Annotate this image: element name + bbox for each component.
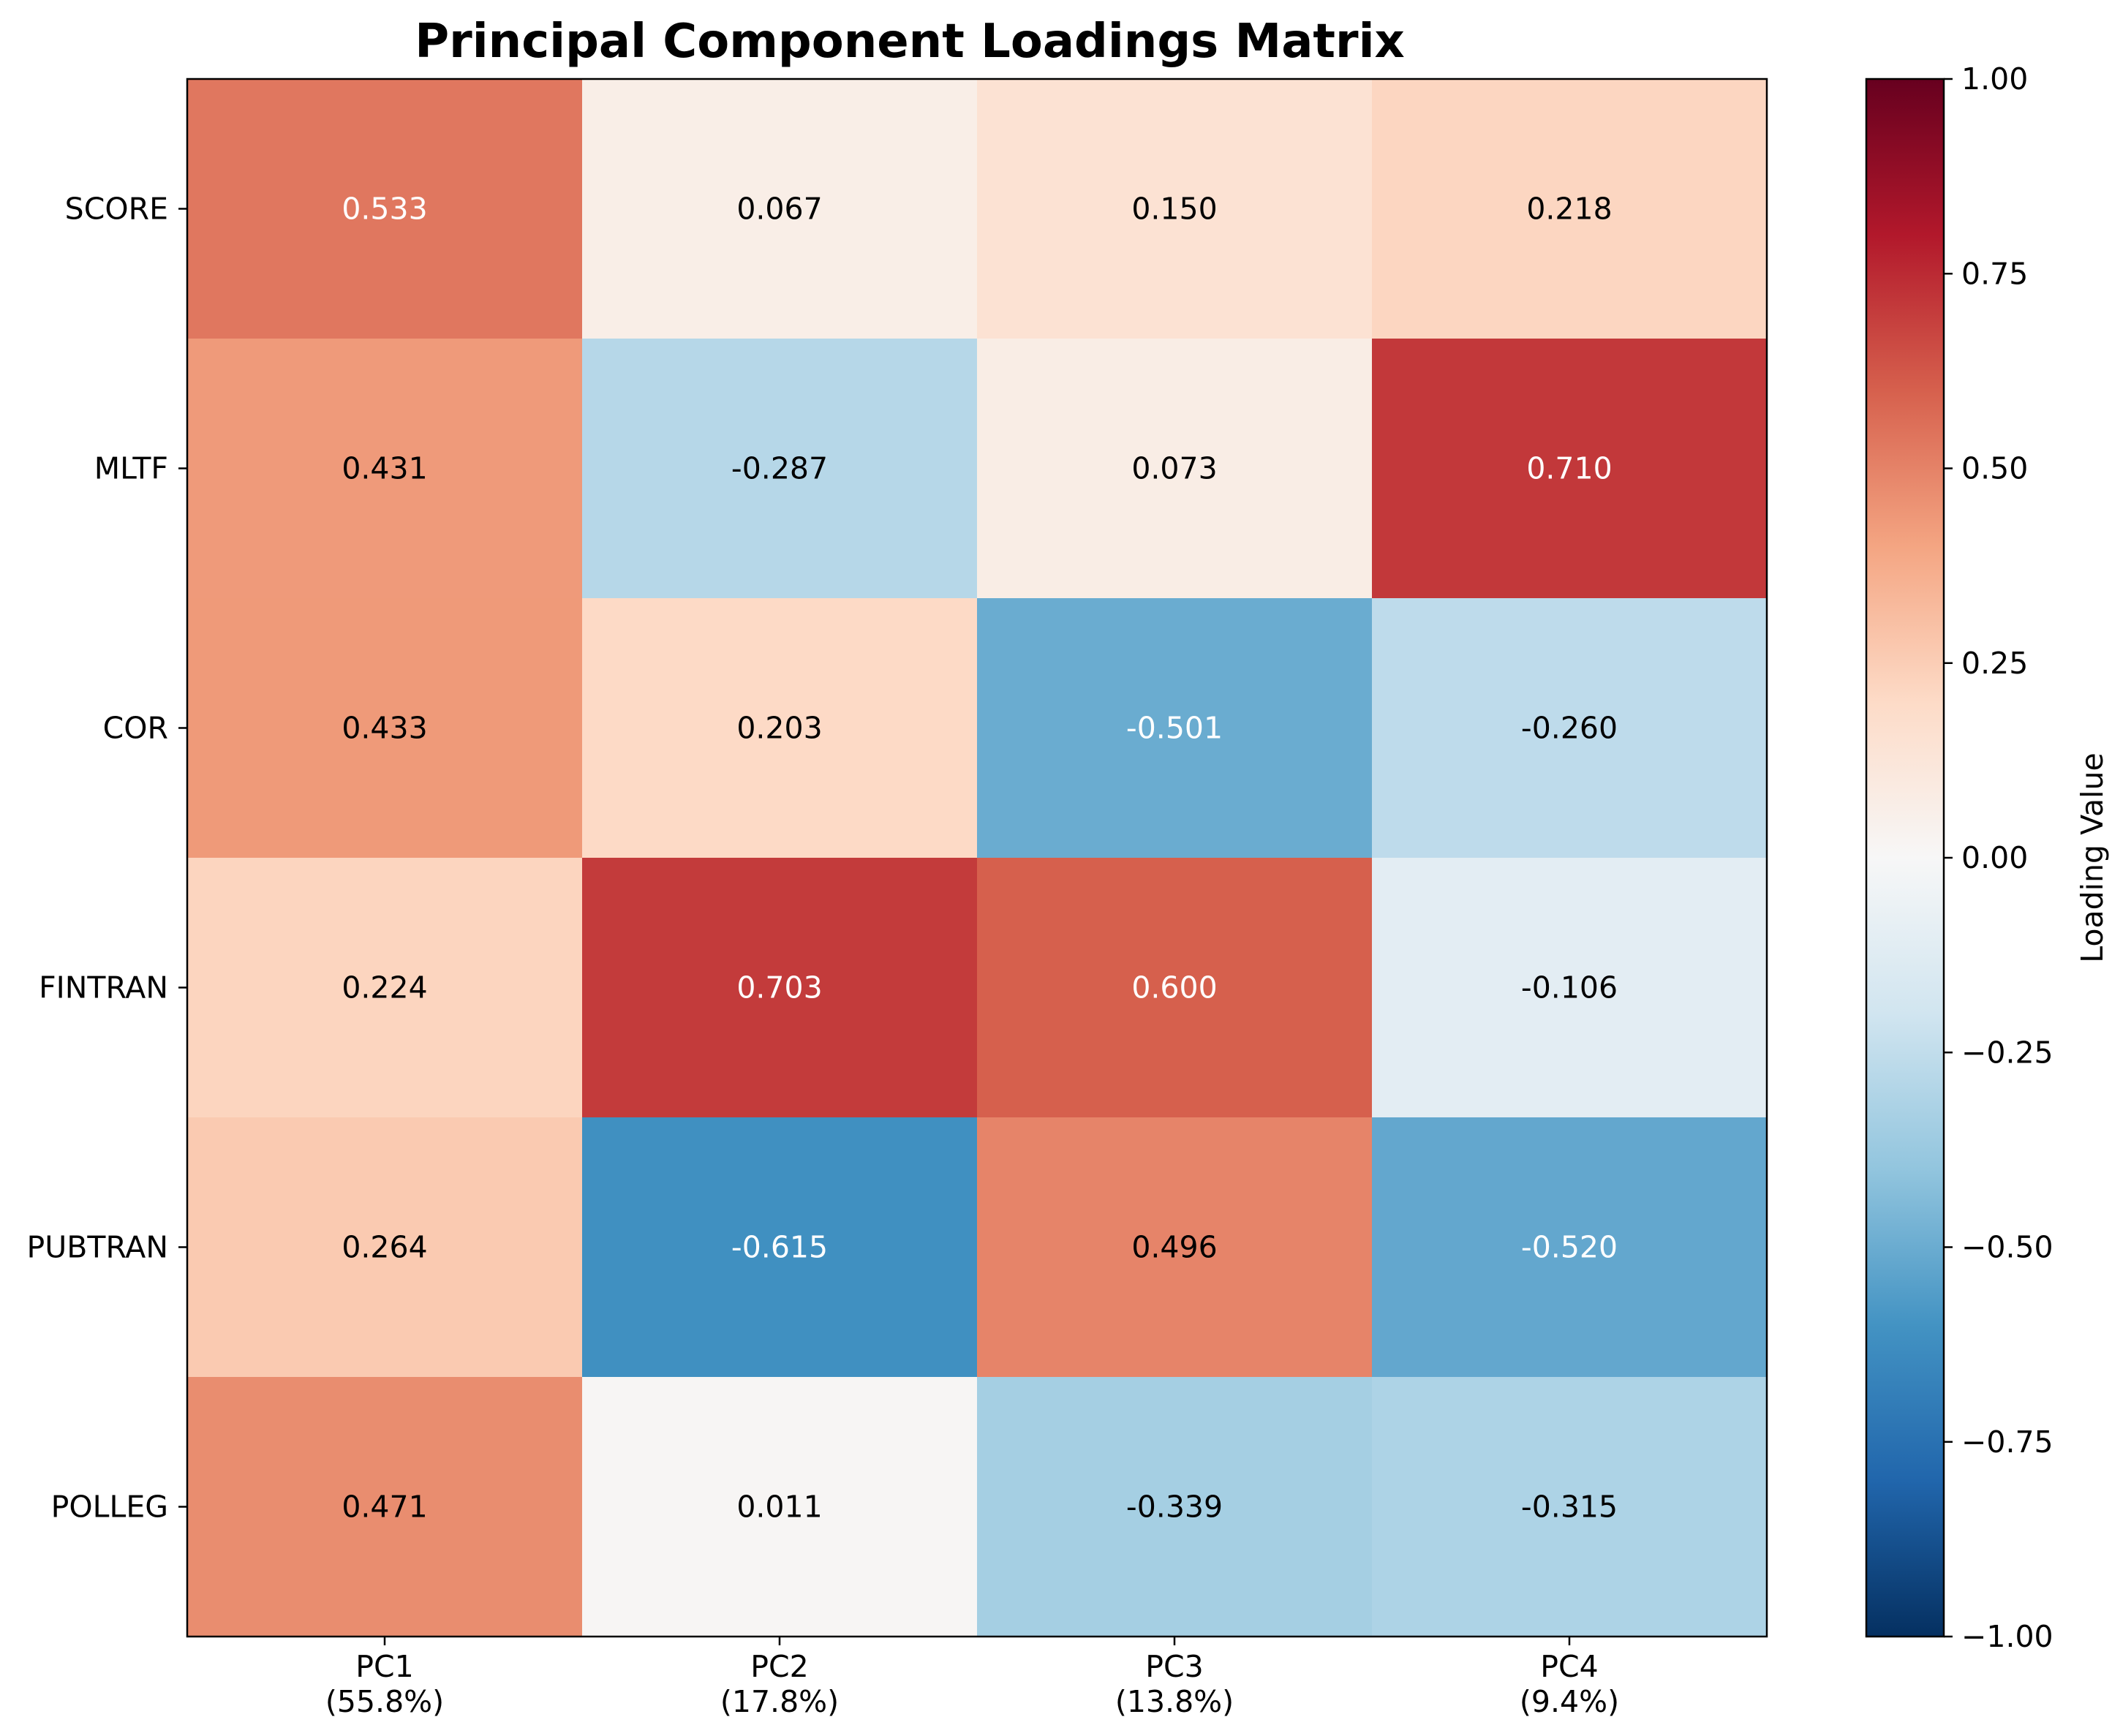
cell-value-label: -0.339 <box>1126 1490 1223 1525</box>
column-variance-label: (55.8%) <box>325 1684 444 1719</box>
column-variance-label: (13.8%) <box>1115 1684 1234 1719</box>
colorbar-tick-label: −0.50 <box>1961 1230 2053 1265</box>
row-tick-label: SCORE <box>65 192 168 227</box>
column-tick-label: PC4 <box>1540 1649 1598 1684</box>
heatmap-cell <box>582 339 978 599</box>
chart-title: Principal Component Loadings Matrix <box>415 15 1405 69</box>
colorbar-tick-label: 0.25 <box>1961 646 2028 681</box>
row-tick-label: COR <box>103 711 168 746</box>
heatmap-cell <box>977 1117 1373 1378</box>
cell-value-label: 0.150 <box>1131 192 1217 227</box>
cell-value-label: 0.433 <box>342 711 427 746</box>
colorbar-tick-label: −0.75 <box>1961 1424 2053 1460</box>
heatmap-cell <box>977 598 1373 858</box>
cell-value-label: -0.501 <box>1126 711 1223 746</box>
colorbar-tick-label: −1.00 <box>1961 1619 2053 1654</box>
cell-value-label: 0.218 <box>1526 192 1612 227</box>
column-tick-labels: PC1(55.8%) PC2(17.8%) PC3(13.8%) PC4(9.4%) <box>325 1637 1619 1719</box>
heatmap-cell <box>1372 1377 1768 1637</box>
heatmap-cell <box>582 598 978 858</box>
colorbar-tick-label: 0.00 <box>1961 840 2028 875</box>
cell-value-label: 0.067 <box>736 192 822 227</box>
heatmap-cell <box>582 858 978 1118</box>
row-tick-labels: SCORE MLTF COR FINTRAN PUBTRAN POLLEG <box>27 192 187 1525</box>
cell-value-label: 0.224 <box>342 970 427 1005</box>
heatmap-cell <box>977 339 1373 599</box>
colorbar <box>1865 78 1945 1638</box>
row-tick-label: FINTRAN <box>39 970 168 1005</box>
cell-value-label: 0.203 <box>736 711 822 746</box>
column-tick-label: PC3 <box>1145 1649 1203 1684</box>
cell-value-label: -0.520 <box>1521 1230 1618 1265</box>
column-tick-label: PC2 <box>750 1649 808 1684</box>
heatmap-cell <box>977 79 1373 339</box>
heatmap-cell <box>187 1117 583 1378</box>
heatmap-cell <box>582 1117 978 1378</box>
heatmap-cell <box>187 339 583 599</box>
heatmap-cell <box>977 858 1373 1118</box>
colorbar-tick-label: 0.75 <box>1961 256 2028 291</box>
heatmap-cell <box>977 1377 1373 1637</box>
cell-value-label: 0.496 <box>1131 1230 1217 1265</box>
heatmap-cell <box>1372 79 1768 339</box>
colorbar-label: Loading Value <box>2075 752 2110 962</box>
cell-value-label: 0.600 <box>1131 970 1217 1005</box>
cell-value-label: -0.106 <box>1521 970 1618 1005</box>
column-tick-label: PC1 <box>355 1649 413 1684</box>
colorbar-tick-label: 1.00 <box>1961 61 2028 97</box>
cell-value-label: -0.315 <box>1521 1490 1618 1525</box>
heatmap-cell <box>582 1377 978 1637</box>
cell-value-label: -0.260 <box>1521 711 1618 746</box>
cell-value-label: -0.615 <box>731 1230 828 1265</box>
row-tick-label: MLTF <box>94 451 168 486</box>
heatmap-cells: 0.533 0.067 0.150 0.218 0.431 -0.287 0.073 0.71… <box>187 79 1768 1637</box>
colorbar-tick-label: −0.25 <box>1961 1035 2053 1070</box>
heatmap-cell <box>1372 1117 1768 1378</box>
cell-value-label: 0.703 <box>736 970 822 1005</box>
cell-value-label: -0.287 <box>731 451 828 486</box>
heatmap-cell <box>187 79 583 339</box>
row-tick-label: POLLEG <box>51 1490 168 1525</box>
heatmap-cell <box>187 858 583 1118</box>
cell-value-label: 0.471 <box>342 1490 427 1525</box>
plot-frame <box>186 78 1768 1638</box>
heatmap-cell <box>187 1377 583 1637</box>
cell-value-label: 0.011 <box>736 1490 822 1525</box>
row-tick-label: PUBTRAN <box>27 1230 168 1265</box>
column-variance-label: (17.8%) <box>720 1684 839 1719</box>
cell-value-label: 0.264 <box>342 1230 427 1265</box>
heatmap-cell <box>187 598 583 858</box>
heatmap-cell <box>1372 858 1768 1118</box>
colorbar-ticks: 1.00 0.75 0.50 0.25 0.00 −0.25 −0.50 −0.75 −1.00 <box>1944 61 2053 1654</box>
colorbar-tick-label: 0.50 <box>1961 451 2028 486</box>
heatmap-cell <box>582 79 978 339</box>
heatmap-cell <box>1372 339 1768 599</box>
column-variance-label: (9.4%) <box>1520 1684 1619 1719</box>
cell-value-label: 0.431 <box>342 451 427 486</box>
heatmap-cell <box>1372 598 1768 858</box>
cell-value-label: 0.533 <box>342 192 427 227</box>
cell-value-label: 0.073 <box>1131 451 1217 486</box>
cell-value-label: 0.710 <box>1526 451 1612 486</box>
